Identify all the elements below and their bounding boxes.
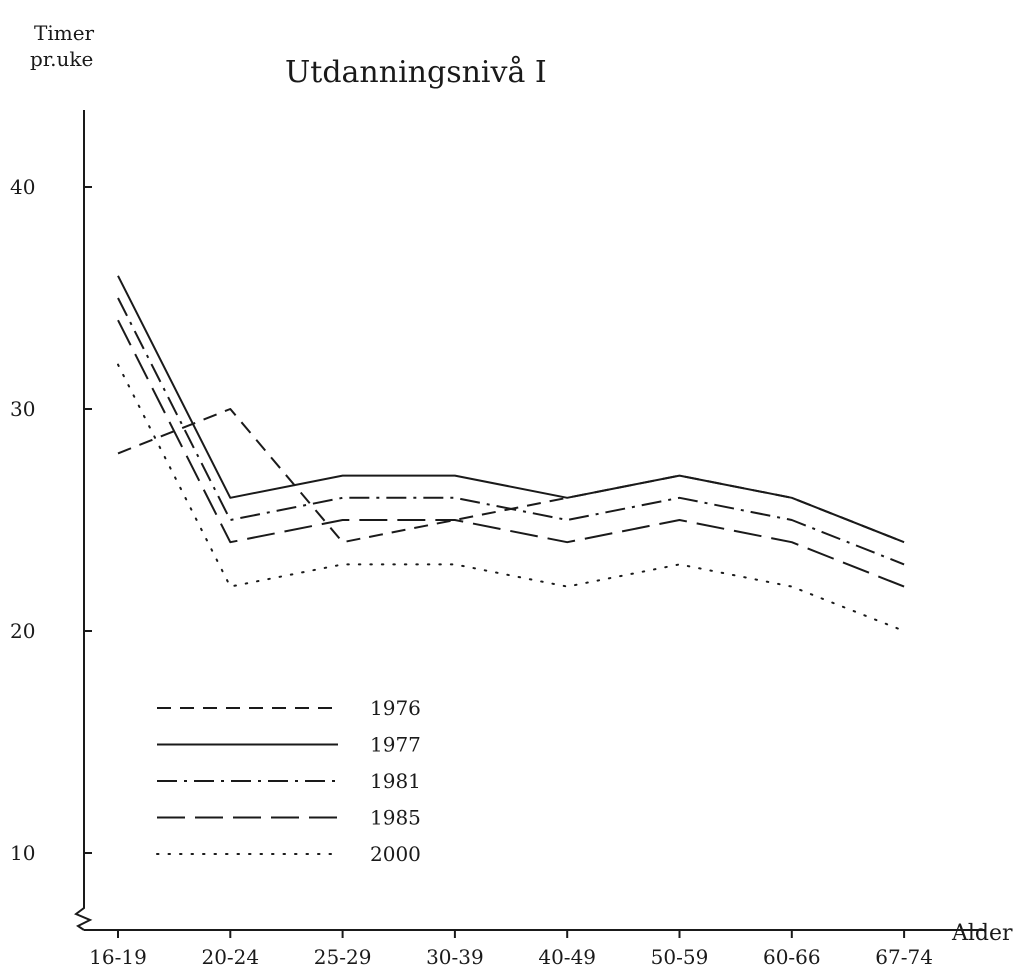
legend-label-1977: 1977: [370, 733, 421, 757]
x-tick-label: 20-24: [201, 945, 259, 969]
x-tick-label: 60-66: [763, 945, 821, 969]
x-tick-label: 25-29: [314, 945, 372, 969]
y-tick-label: 30: [10, 397, 35, 421]
x-tick-label: 40-49: [538, 945, 596, 969]
y-axis-label-line2: pr.uke: [30, 47, 93, 71]
axes: [74, 110, 985, 938]
series-line-1985: [117, 319, 905, 588]
y-axis-label-line1: Timer: [34, 21, 95, 45]
y-tick-label: 40: [10, 175, 35, 199]
series-line-2000: [117, 363, 906, 632]
legend: 1976 1977 1981 1985 2000: [156, 696, 421, 866]
y-tick-label: 20: [10, 619, 35, 643]
x-axis-label: Alder: [951, 921, 1013, 946]
chart-title: Utdanningsnivå I: [285, 55, 547, 90]
x-tick-label: 50-59: [651, 945, 709, 969]
x-tick-label: 16-19: [89, 945, 147, 969]
legend-label-2000: 2000: [370, 842, 421, 866]
x-tick-label: 67-74: [875, 945, 933, 969]
tick-labels: 10 20 30 40 16-19 20-24 25-29 30-39 40-49 50-59 60…: [10, 175, 933, 969]
legend-label-1976: 1976: [370, 696, 421, 720]
series-lines: [117, 275, 906, 632]
series-line-1981: [117, 297, 905, 566]
series-line-1977: [117, 275, 905, 544]
legend-label-1985: 1985: [370, 806, 421, 830]
x-tick-label: 30-39: [426, 945, 484, 969]
y-axis-line: [74, 110, 93, 931]
y-tick-label: 10: [10, 841, 35, 865]
series-line-1976: [117, 408, 905, 544]
legend-label-1981: 1981: [370, 769, 421, 793]
